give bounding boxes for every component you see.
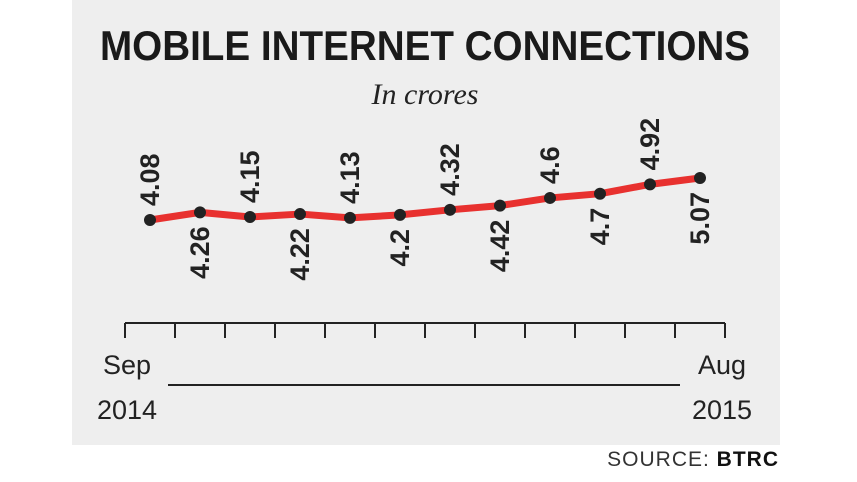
source-label: SOURCE: <box>607 448 710 471</box>
chart-panel <box>72 0 780 445</box>
data-label: 4.08 <box>135 153 165 206</box>
data-label: 4.7 <box>585 208 615 246</box>
data-point <box>594 187 606 200</box>
data-label: 4.32 <box>435 143 465 196</box>
data-line <box>149 174 701 224</box>
data-point <box>344 211 356 224</box>
data-point <box>444 203 456 216</box>
data-point <box>694 172 706 184</box>
data-label: 4.92 <box>635 118 665 171</box>
data-label: 4.42 <box>485 220 515 273</box>
data-point <box>294 208 306 221</box>
data-label: 4.13 <box>335 151 365 204</box>
data-label: 4.6 <box>535 146 565 184</box>
data-point <box>144 214 156 226</box>
data-point <box>544 191 556 204</box>
x-tick-label: Aug 2015 <box>691 350 753 425</box>
data-point <box>394 208 406 221</box>
data-label: 4.22 <box>285 228 315 281</box>
source: SOURCE: BTRC <box>607 448 779 472</box>
chart-title: MOBILE INTERNET CONNECTIONS <box>100 22 750 69</box>
data-label: 4.15 <box>235 150 265 203</box>
x-tick-label: Sep 2014 <box>96 350 158 425</box>
data-point <box>644 178 656 191</box>
data-label: 5.07 <box>685 192 715 245</box>
chart-subtitle: In crores <box>371 78 479 111</box>
source-name: BTRC <box>716 448 779 471</box>
data-label: 4.2 <box>385 229 415 267</box>
data-point <box>194 206 206 219</box>
data-point <box>244 211 256 224</box>
data-point <box>494 199 506 212</box>
data-label: 4.26 <box>185 226 215 279</box>
